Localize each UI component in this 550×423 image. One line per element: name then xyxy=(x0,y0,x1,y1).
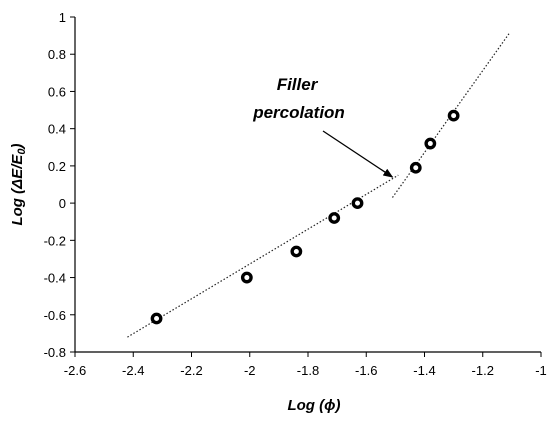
y-tick-label: 0.2 xyxy=(48,159,66,174)
y-tick-label: 1 xyxy=(59,10,66,25)
data-point xyxy=(409,161,422,174)
y-tick-label: -0.8 xyxy=(44,345,66,360)
data-point xyxy=(447,109,460,122)
x-tick-label: -1.8 xyxy=(297,363,319,378)
x-tick-label: -1 xyxy=(535,363,547,378)
y-tick-label: 0.6 xyxy=(48,84,66,99)
y-tick-label: -0.4 xyxy=(44,271,66,286)
x-tick-label: -2.2 xyxy=(180,363,202,378)
y-tick-label: 0 xyxy=(59,196,66,211)
x-tick-label: -2 xyxy=(244,363,256,378)
x-tick-label: -1.2 xyxy=(472,363,494,378)
annotation-text-percolation: percolation xyxy=(252,103,345,122)
annotation-text-filler: Filler xyxy=(277,75,319,94)
y-axis-title-close: ) xyxy=(9,143,26,150)
annotation-arrow xyxy=(322,130,394,178)
y-tick-label: 0.8 xyxy=(48,47,66,62)
x-ticks: -2.6 -2.4 -2.2 -2 -1.8 -1.6 -1.4 -1.2 -1 xyxy=(64,352,547,378)
x-tick-label: -2.6 xyxy=(64,363,86,378)
annotation: Filler percolation xyxy=(252,75,394,178)
y-tick-label: -0.2 xyxy=(44,233,66,248)
data-point xyxy=(150,312,163,325)
data-point xyxy=(240,271,253,284)
y-axis-title: Log (ΔE/E0) xyxy=(9,143,28,225)
y-tick-label: -0.6 xyxy=(44,308,66,323)
data-point xyxy=(328,212,341,224)
data-point xyxy=(351,197,364,210)
data-point xyxy=(290,245,303,258)
y-tick-label: 0.4 xyxy=(48,122,66,137)
x-tick-label: -2.4 xyxy=(122,363,144,378)
fit-lines xyxy=(127,33,510,338)
plot-area: -2.6 -2.4 -2.2 -2 -1.8 -1.6 -1.4 -1.2 -1 -0.8-0.… xyxy=(9,10,547,414)
y-ticks: -0.8 -0.6 -0.4 -0.2 0 0.2 0.4 0.6 0.8 1 xyxy=(44,10,75,360)
data-points xyxy=(150,109,460,325)
y-axis-title-subscript: 0 xyxy=(16,148,28,155)
x-tick-label: -1.6 xyxy=(355,363,377,378)
y-axis-title-main: Log (ΔE/E xyxy=(9,154,26,226)
x-axis-title: Log (ϕ) xyxy=(287,397,340,414)
x-tick-label: -1.4 xyxy=(413,363,435,378)
data-point xyxy=(424,137,437,150)
